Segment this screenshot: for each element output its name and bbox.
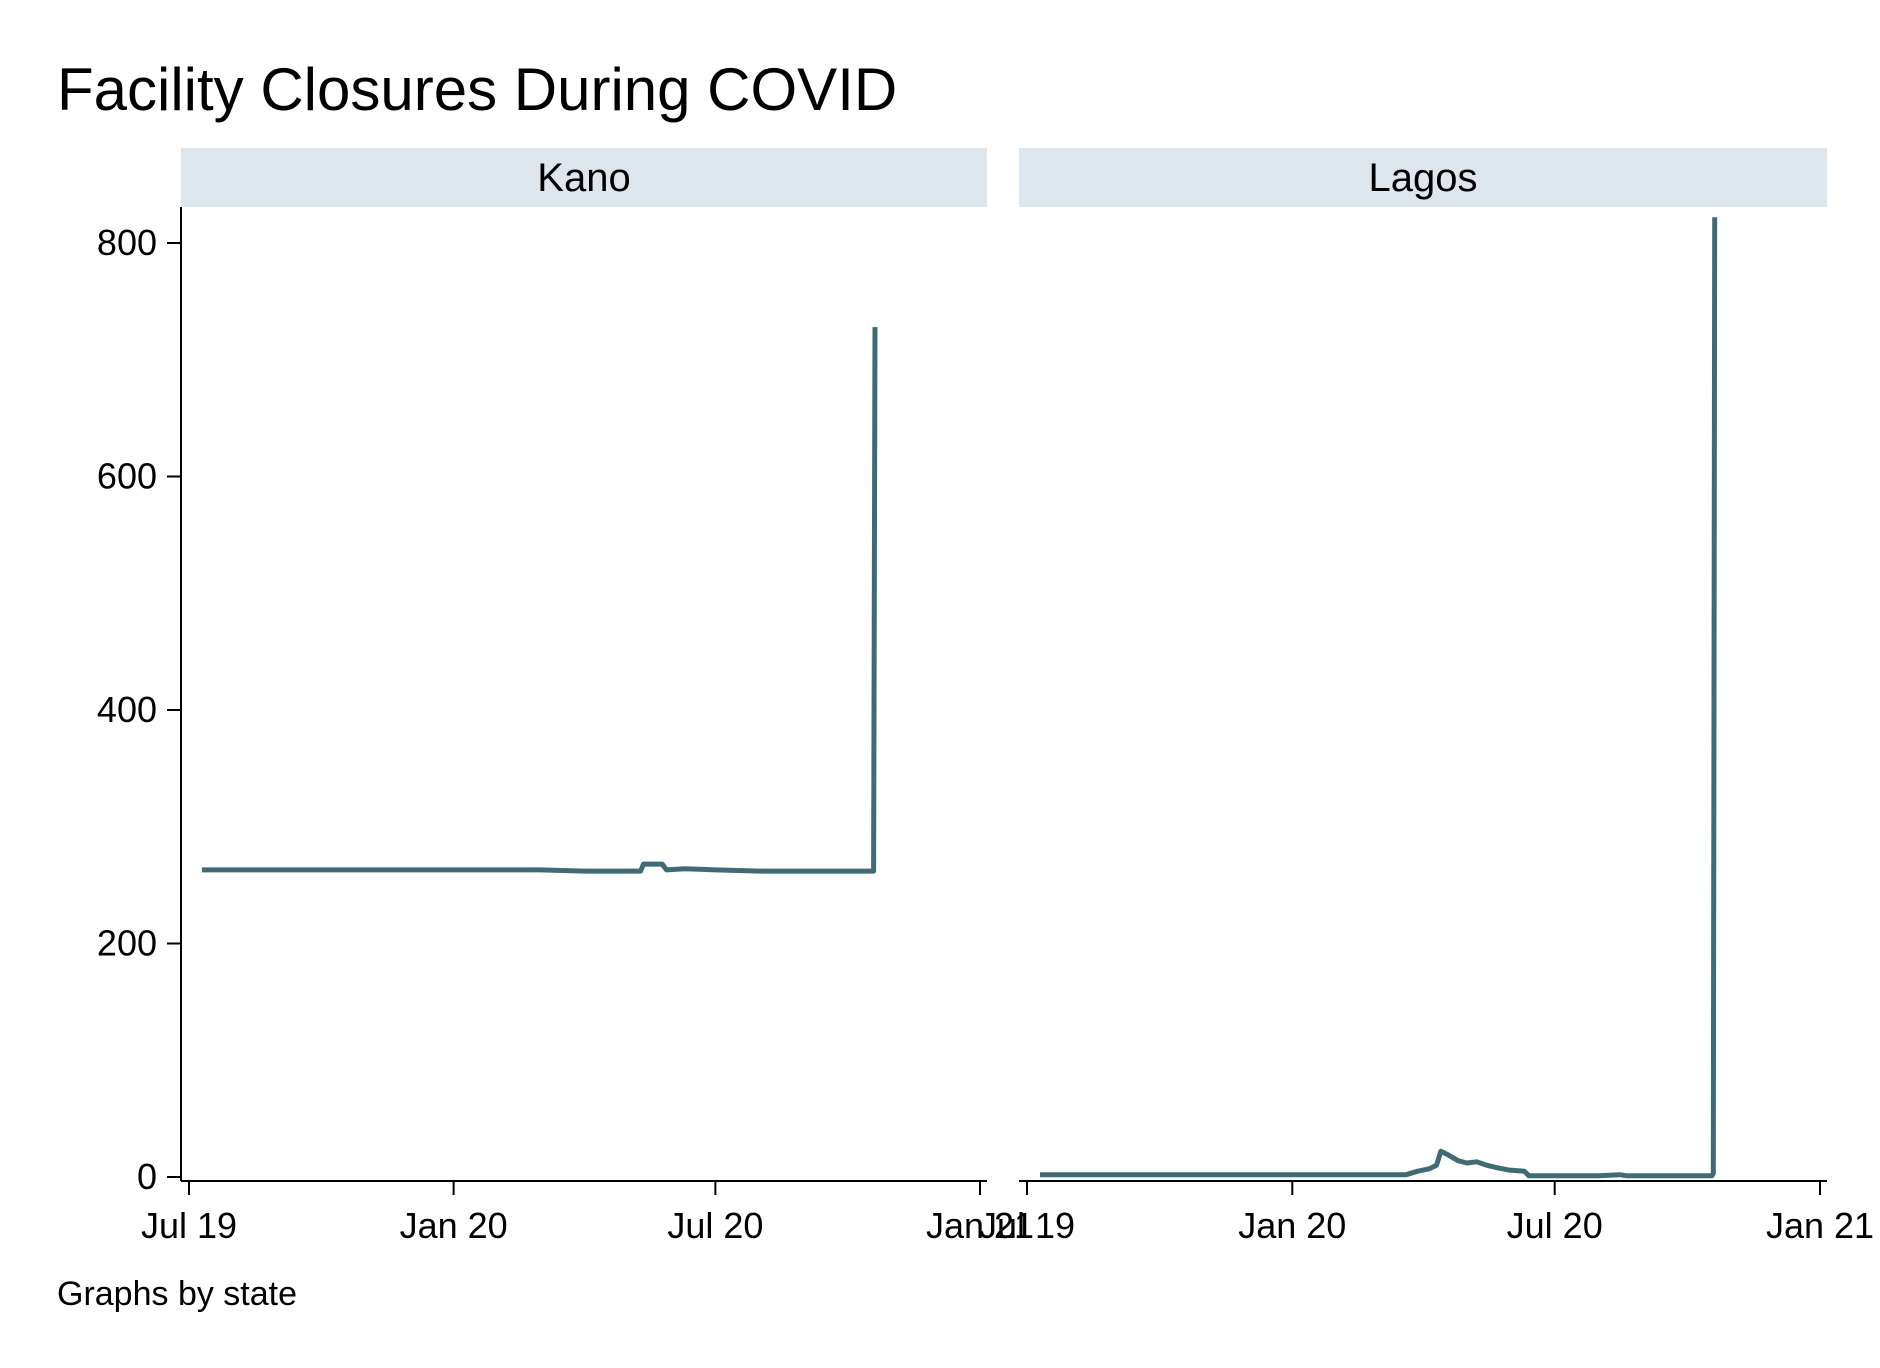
facet-strip <box>1019 148 1827 207</box>
y-tick-label: 0 <box>137 1156 157 1197</box>
x-tick-label: Jan 20 <box>1238 1205 1346 1246</box>
x-tick-label: Jan 21 <box>926 1205 1034 1246</box>
x-tick-label: Jul 19 <box>979 1205 1075 1246</box>
chart-title: Facility Closures During COVID <box>57 56 897 123</box>
facet-label: Kano <box>537 156 630 200</box>
y-tick-label: 800 <box>97 222 157 263</box>
series-line <box>1040 217 1718 1179</box>
x-tick-label: Jul 20 <box>667 1205 763 1246</box>
y-tick-label: 400 <box>97 689 157 730</box>
facet-label: Lagos <box>1369 156 1478 200</box>
facet-strip <box>181 148 987 207</box>
y-tick-label: 200 <box>97 923 157 964</box>
y-tick-label: 600 <box>97 456 157 497</box>
x-tick-label: Jul 20 <box>1507 1205 1603 1246</box>
chart-note: Graphs by state <box>57 1275 297 1313</box>
series-line <box>201 327 878 874</box>
x-tick-label: Jan 21 <box>1766 1205 1874 1246</box>
x-tick-label: Jul 19 <box>141 1205 237 1246</box>
x-tick-label: Jan 20 <box>400 1205 508 1246</box>
